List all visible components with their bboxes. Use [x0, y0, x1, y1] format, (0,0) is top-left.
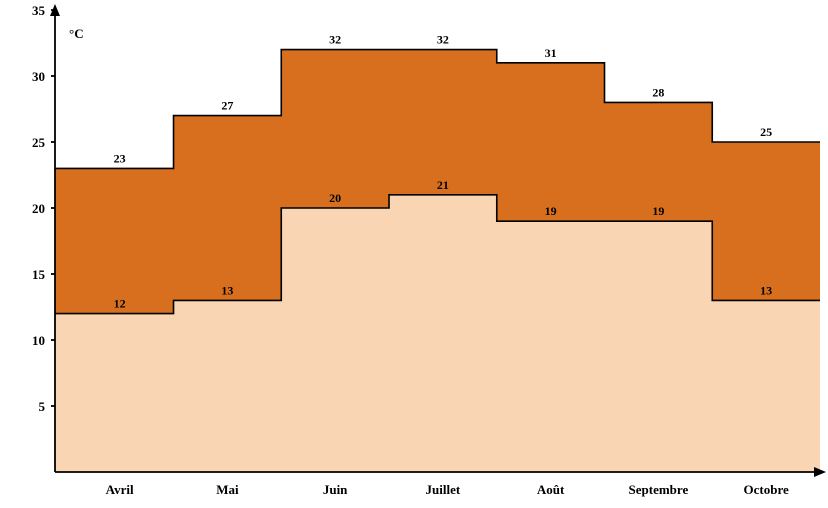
high-value-label: 23 — [114, 151, 126, 165]
x-category-label: Juillet — [426, 482, 461, 497]
low-value-label: 13 — [221, 283, 233, 297]
temperature-step-chart: °C 5 10 15 20 25 30 35 Avril Mai Juin Juillet Août Se… — [0, 0, 828, 508]
low-value-label: 19 — [545, 204, 557, 218]
y-tick-label: 10 — [32, 333, 45, 348]
y-tick-label: 25 — [32, 135, 46, 150]
high-value-label: 32 — [329, 33, 341, 47]
low-value-label: 19 — [652, 204, 664, 218]
high-value-label: 32 — [437, 33, 449, 47]
low-value-label: 13 — [760, 283, 772, 297]
x-category-label: Septembre — [629, 482, 689, 497]
y-axis-unit: °C — [69, 26, 84, 41]
y-tick-label: 30 — [32, 69, 45, 84]
high-value-label: 31 — [545, 46, 557, 60]
x-category-label: Juin — [323, 482, 348, 497]
x-category-label: Mai — [216, 482, 239, 497]
high-value-label: 28 — [652, 85, 664, 99]
low-value-label: 12 — [114, 297, 126, 311]
high-value-label: 25 — [760, 125, 772, 139]
y-tick-label: 20 — [32, 201, 45, 216]
x-category-label: Août — [537, 482, 565, 497]
low-value-label: 21 — [437, 178, 449, 192]
x-category-label: Octobre — [744, 482, 789, 497]
y-tick-label: 15 — [32, 267, 46, 282]
low-value-label: 20 — [329, 191, 341, 205]
x-category-label: Avril — [106, 482, 134, 497]
y-tick-label: 35 — [32, 3, 46, 18]
high-value-label: 27 — [221, 99, 233, 113]
y-tick-label: 5 — [39, 399, 46, 414]
